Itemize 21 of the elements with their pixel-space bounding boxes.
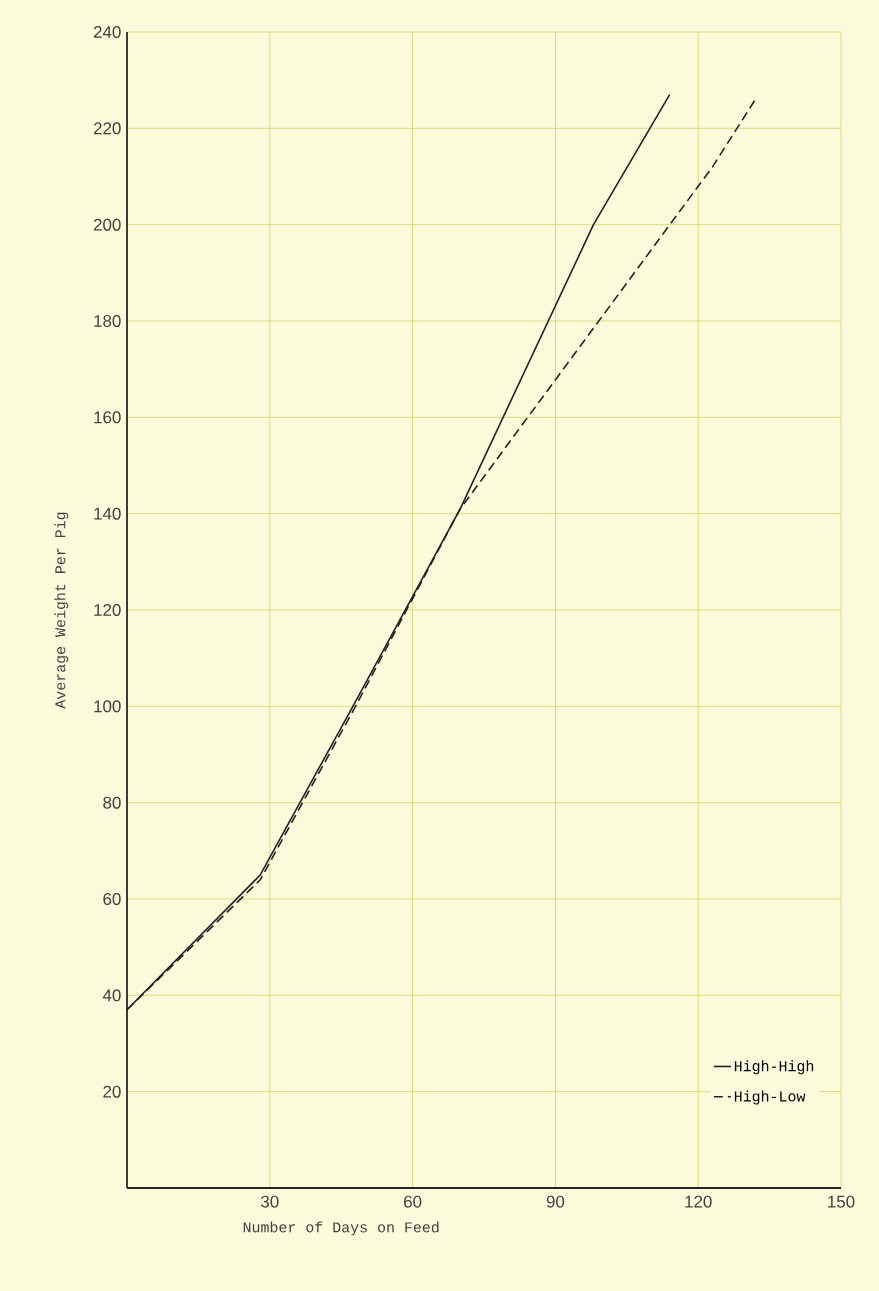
y-tick-label: 160 (94, 411, 121, 424)
x-tick-label: 120 (685, 1195, 712, 1208)
y-tick-label: 60 (103, 893, 121, 906)
y-tick-label: 80 (103, 796, 121, 809)
x-tick-label: 90 (546, 1195, 565, 1208)
y-tick-label: 120 (94, 604, 121, 617)
y-tick-label: 100 (94, 700, 121, 713)
y-tick-label: 40 (102, 989, 121, 1002)
y-tick-label: 240 (93, 26, 121, 39)
y-tick-label: 200 (93, 218, 121, 231)
x-tick-label: 150 (828, 1195, 855, 1208)
y-tick-label: 20 (103, 1085, 121, 1098)
legend-label: High-High (734, 1060, 814, 1075)
x-tick-label: 60 (404, 1195, 422, 1208)
y-tick-label: 220 (93, 122, 121, 135)
y-axis-title: Average Weight Per Pig (54, 512, 69, 709)
x-axis-title: Number of Days on Feed (243, 1221, 439, 1236)
y-tick-label: 140 (94, 507, 121, 520)
legend-label: High-Low (734, 1090, 806, 1105)
x-tick-label: 30 (261, 1195, 279, 1208)
y-tick-label: 180 (94, 315, 121, 328)
